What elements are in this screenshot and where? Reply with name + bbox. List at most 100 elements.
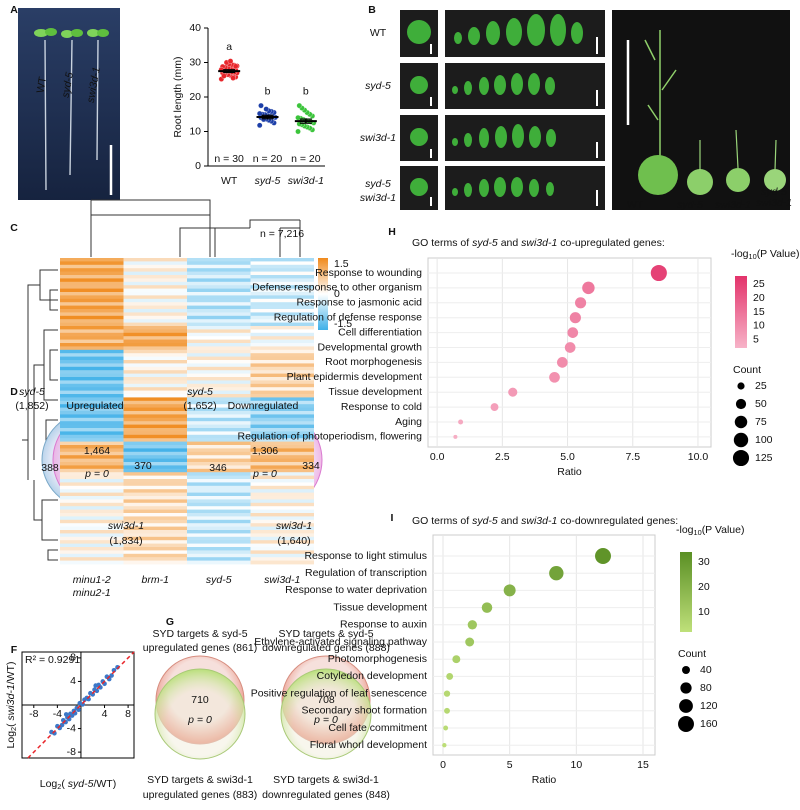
heatmap-cell <box>123 540 187 544</box>
heatmap-cell <box>187 519 251 524</box>
heatmap-cell <box>250 455 314 459</box>
label: SYD targets & swi3d-1 <box>273 774 379 786</box>
label-part: /WT) <box>5 662 17 685</box>
heatmap-cell <box>123 431 187 436</box>
heatmap-cell <box>60 261 124 266</box>
legend-title: -log10(P Value) <box>731 248 800 261</box>
label: 346 <box>209 462 227 474</box>
label: 710 <box>191 694 209 706</box>
heatmap-cell <box>250 377 314 381</box>
heatmap-cell <box>123 360 187 364</box>
x-tick-label: 5 <box>507 759 513 771</box>
heatmap-cell <box>60 468 124 473</box>
label-part: (P Value) <box>757 248 800 260</box>
y-tick-label: Cell fate commitment <box>328 722 427 734</box>
heatmap-cell <box>60 397 124 402</box>
column-label: minu2-1 <box>73 587 111 599</box>
x-tick-label: swi3d-1 <box>288 175 324 187</box>
heatmap-cell <box>123 302 187 306</box>
heatmap-cell <box>60 312 124 317</box>
heatmap-cell <box>250 502 314 507</box>
heatmap-cell <box>187 530 251 534</box>
y-tick-label: 10 <box>189 125 201 137</box>
colorbar <box>680 552 692 632</box>
label: (1,652) <box>183 400 216 412</box>
y-tick-label: Root morphogenesis <box>325 356 422 368</box>
heatmap-cell <box>250 428 314 432</box>
label-part: GO terms of <box>412 237 472 249</box>
heatmap-cell <box>123 295 187 300</box>
heatmap-cell <box>123 329 187 334</box>
heatmap-cell <box>250 506 314 510</box>
colorbar-tick: 10 <box>753 320 765 332</box>
legend-label: 80 <box>700 682 712 694</box>
heatmap-cell <box>187 479 251 483</box>
label: 1,464 <box>84 445 110 457</box>
legend-bubble <box>732 449 750 467</box>
heatmap-cell <box>123 516 187 521</box>
point <box>93 683 98 688</box>
heatmap-cell <box>123 475 187 480</box>
bubble <box>443 690 451 697</box>
heatmap-cell <box>123 292 187 296</box>
y-tick-label: Floral whorl development <box>310 739 427 751</box>
heatmap-cell <box>123 349 187 354</box>
y-tick-label: Tissue development <box>333 601 427 613</box>
heatmap-cell <box>250 339 314 344</box>
heatmap-cell <box>123 380 187 385</box>
row-label: swi3d-1 <box>360 192 396 204</box>
heatmap-cell <box>250 431 314 436</box>
y-tick-label: Tissue development <box>328 386 422 398</box>
heatmap-cell <box>123 309 187 313</box>
x-tick-label: 7.5 <box>625 451 640 463</box>
bubble <box>564 342 576 353</box>
label-part: syd-5 <box>472 515 498 527</box>
heatmap-cell <box>250 387 314 391</box>
x-tick-label: 4 <box>102 708 108 720</box>
heatmap-cell <box>60 366 124 371</box>
label-part: 10 <box>694 528 702 537</box>
heatmap-cell <box>123 428 187 432</box>
bubble <box>453 434 458 439</box>
heatmap-cell <box>123 468 187 473</box>
label-part: -log <box>676 524 694 536</box>
bubble <box>490 403 499 412</box>
heatmap-cell <box>250 329 314 334</box>
y-tick-label: Regulation of defense response <box>274 311 422 323</box>
heatmap-cell <box>123 417 187 422</box>
r2-label: R² = 0.9291 <box>25 654 80 666</box>
plant-label: WT <box>627 199 644 211</box>
heatmap-cell <box>187 271 251 276</box>
heatmap-cell <box>60 526 124 531</box>
heatmap-cell <box>60 305 124 310</box>
heatmap-cell <box>187 356 251 361</box>
heatmap-cell <box>187 445 251 449</box>
legend-label: 40 <box>700 664 712 676</box>
heatmap-cell <box>123 523 187 527</box>
heatmap-cell <box>250 424 314 429</box>
x-tick-label: WT <box>221 175 238 187</box>
heatmap-cell <box>60 363 124 368</box>
heatmap-cell <box>123 550 187 555</box>
heatmap-cell <box>60 516 124 521</box>
heatmap-cell <box>187 502 251 507</box>
heatmap-cell <box>250 363 314 368</box>
bubble <box>650 264 667 282</box>
heatmap-cell <box>187 468 251 473</box>
legend-label: 125 <box>755 452 773 464</box>
legend-bubble <box>733 432 749 448</box>
heatmap-cell <box>187 434 251 439</box>
label: syd-5 <box>187 386 213 398</box>
label-part: co-downregulated genes: <box>557 515 678 527</box>
x-axis-label: Ratio <box>532 774 557 786</box>
point <box>258 102 264 109</box>
heatmap-cell <box>123 455 187 459</box>
heatmap-cell <box>187 448 251 453</box>
x-tick-label: -4 <box>53 708 62 720</box>
heatmap-cell <box>123 496 187 500</box>
heatmap-cell <box>250 458 314 463</box>
label: p = 0 <box>313 714 338 726</box>
column-label: swi3d-1 <box>264 574 300 586</box>
photo-label: WT <box>34 75 49 94</box>
heatmap-cell <box>123 448 187 453</box>
